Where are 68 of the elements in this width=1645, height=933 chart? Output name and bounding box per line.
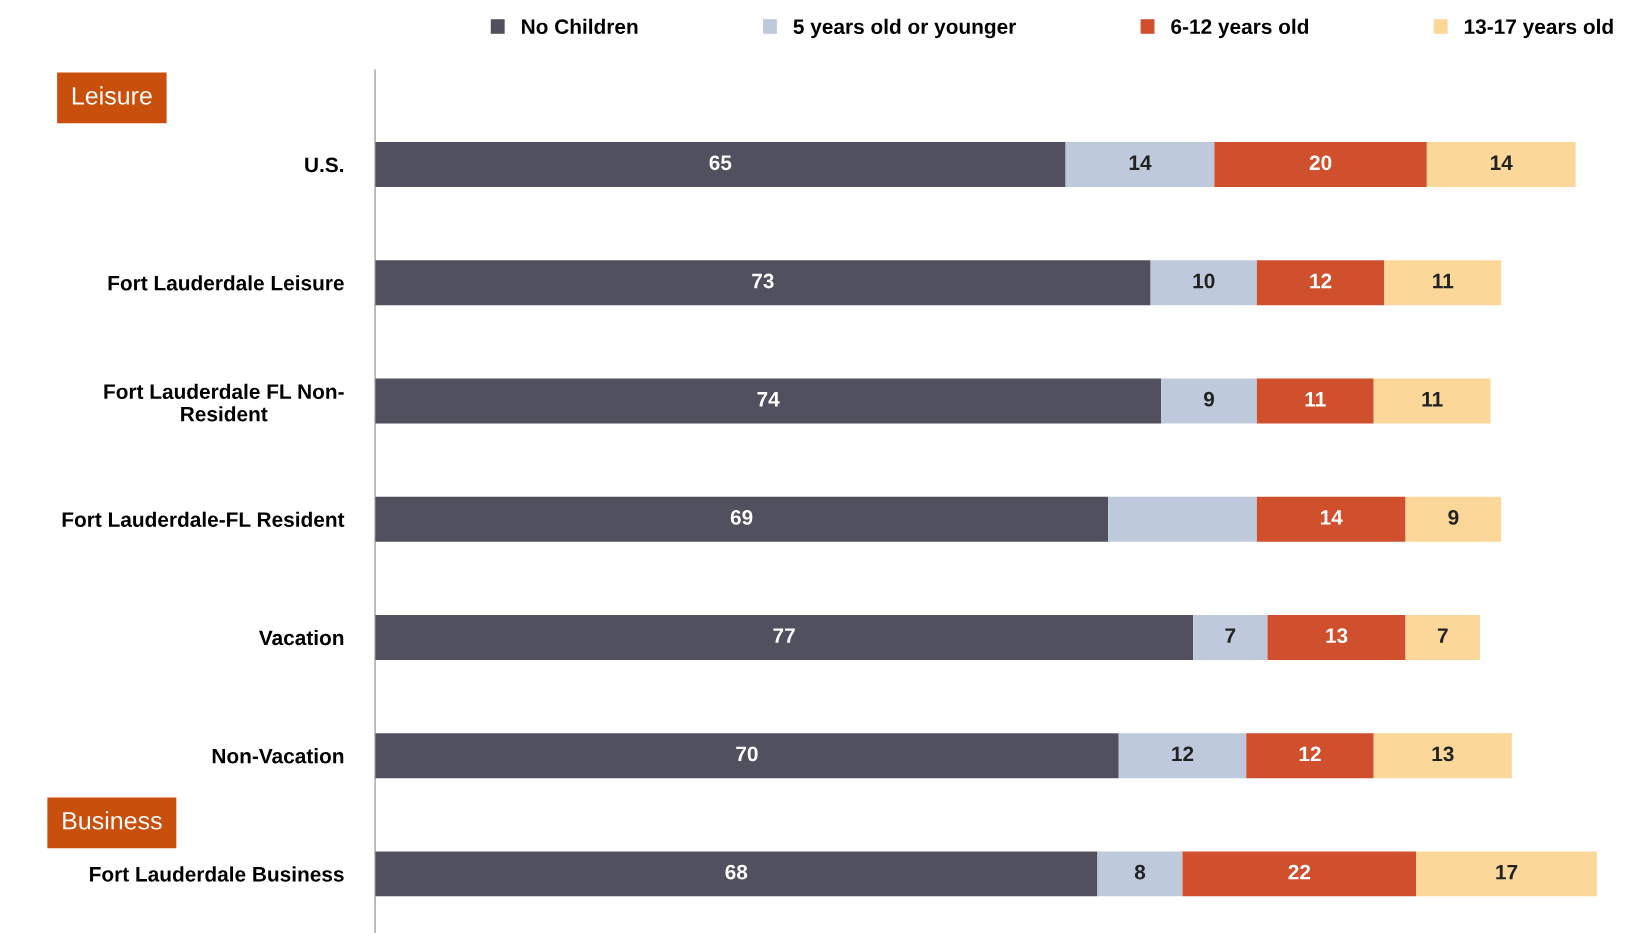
data-label: 74 [757,392,780,407]
data-label: 14 [1320,510,1343,525]
bar [1256,378,1374,424]
y-tick-label: Vacation [258,629,344,646]
data-label: 11 [1305,392,1326,407]
legend-label: 5 years old or younger [793,18,1016,39]
data-label: 69 [730,510,753,525]
bar [1118,733,1247,779]
legend-label: 13-17 years old [1464,18,1613,39]
bar [1256,496,1406,542]
data-label: 8 [1134,864,1146,880]
y-tick-label: Fort Lauderdale Business [90,866,344,882]
bar [1161,378,1257,424]
bar [375,733,1119,779]
data-label: 7 [1225,628,1236,643]
bar [1373,733,1512,779]
data-label: 9 [1448,510,1459,525]
data-label: 13 [1326,628,1348,644]
bar [1214,142,1427,188]
data-label: 17 [1496,864,1518,880]
bar [1384,260,1502,306]
bar [1193,614,1268,660]
bar [1256,260,1385,306]
bar [1426,142,1576,188]
data-label: 68 [725,864,748,880]
data-label: 70 [736,746,758,762]
data-label: 14 [1490,155,1513,170]
bar [375,614,1194,660]
data-label: 14 [1129,155,1152,170]
bar [1246,733,1374,779]
y-tick-label: Fort Lauderdale-FL Resident [62,511,345,527]
legend-label: No Children [522,18,638,35]
y-tick-label: Fort Lauderdale FL Non-Resident [104,383,344,422]
text: Business [63,811,162,830]
bar [1267,614,1406,660]
data-label: 11 [1433,273,1454,289]
data-label: 73 [752,273,774,289]
bar [1416,851,1597,897]
bar [375,260,1151,306]
bar [1182,851,1417,897]
bar [1065,142,1215,188]
bar [1150,260,1257,306]
y-tick-label: Non-Vacation [212,748,344,764]
data-label: 12 [1172,746,1194,762]
data-label: 20 [1309,155,1332,171]
data-label: 11 [1422,392,1443,407]
data-label: 13 [1432,746,1454,762]
text: Leisure [72,86,152,105]
bar [1405,614,1480,660]
bar [375,851,1098,897]
bar [1097,851,1183,897]
y-tick-label: U.S. [305,157,344,173]
bar [1373,378,1491,424]
data-label: 7 [1437,628,1448,643]
bar [375,142,1066,188]
data-label: 22 [1288,864,1311,880]
data-label: 9 [1203,391,1215,407]
bar [1405,496,1502,542]
data-label: 12 [1299,746,1321,762]
data-label: 77 [773,628,795,643]
data-label: 10 [1193,273,1215,289]
bar [375,378,1162,424]
data-label: 65 [709,155,732,171]
bar [1108,496,1257,542]
data-label: 12 [1310,273,1332,289]
legend-label: 6-12 years old [1171,18,1309,39]
bar [375,496,1109,542]
y-tick-label: Fort Lauderdale Leisure [108,275,344,291]
